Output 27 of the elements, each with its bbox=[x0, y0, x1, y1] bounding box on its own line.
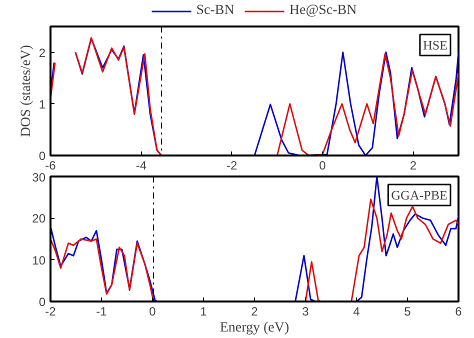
x-tick-label: 6 bbox=[455, 304, 462, 318]
y-tick-label: 10 bbox=[32, 253, 46, 268]
x-tick-label: 0 bbox=[149, 304, 156, 318]
legend-label: Sc-BN bbox=[196, 3, 234, 19]
y-tick-label: 0 bbox=[38, 149, 46, 163]
x-tick-label: -6 bbox=[45, 158, 56, 172]
annotation: GGA-PBE bbox=[391, 188, 448, 202]
x-tick-label: 5 bbox=[404, 304, 412, 318]
y-tick-label: 30 bbox=[32, 170, 46, 184]
y-tick-label: 20 bbox=[32, 212, 46, 226]
x-tick-label: -1 bbox=[96, 304, 108, 318]
x-tick-label: 2 bbox=[410, 158, 417, 172]
x-tick-label: 1 bbox=[200, 304, 208, 318]
x-tick-label: 2 bbox=[251, 304, 258, 318]
y-tick-label: 1 bbox=[38, 97, 46, 112]
x-tick-label: -2 bbox=[45, 304, 56, 318]
x-tick-label: 3 bbox=[302, 304, 310, 318]
annotation: HSE bbox=[422, 38, 448, 52]
x-tick-label: 4 bbox=[353, 304, 360, 318]
x-axis-title: Energy (eV) bbox=[220, 320, 290, 336]
x-tick-label: 0 bbox=[319, 158, 326, 172]
legend-label: He@Sc-BN bbox=[289, 3, 357, 19]
y-axis-title: DOS (states/eV) bbox=[18, 44, 34, 138]
y-tick-label: 0 bbox=[38, 295, 46, 309]
y-tick-label: 2 bbox=[38, 46, 46, 60]
x-tick-label: -4 bbox=[136, 158, 147, 172]
x-tick-label: -2 bbox=[226, 158, 238, 172]
